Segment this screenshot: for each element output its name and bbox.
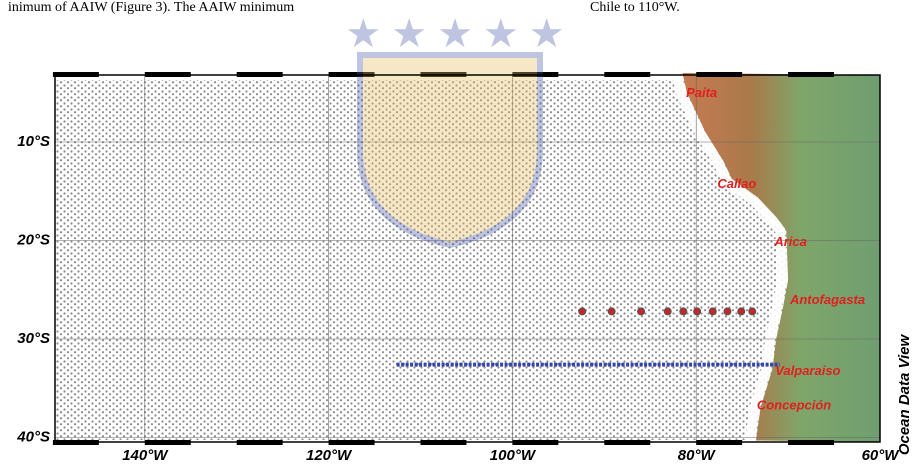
lon-label: 140°W: [122, 447, 169, 464]
figure: inimum of AAIW (Figure 3). The AAIW mini…: [0, 0, 915, 468]
header-text: inimum of AAIW (Figure 3). The AAIW mini…: [8, 0, 294, 15]
lon-label: 120°W: [306, 447, 353, 464]
credit: Ocean Data View: [896, 334, 913, 456]
svg-text:★ ★ ★ ★ ★: ★ ★ ★ ★ ★: [345, 11, 564, 56]
red-station: [680, 308, 687, 315]
red-station: [749, 308, 756, 315]
red-station: [579, 308, 586, 315]
place-label: Antofagasta: [789, 292, 865, 307]
lon-label: 100°W: [490, 447, 537, 464]
red-station: [738, 308, 745, 315]
lat-label: 20°S: [16, 231, 50, 248]
lon-label: 80°W: [678, 447, 717, 464]
lon-label: 60°W: [862, 447, 901, 464]
red-station: [694, 308, 701, 315]
place-label: Concepción: [757, 397, 831, 412]
header-text: Chile to 110°W.: [590, 0, 680, 15]
red-station: [709, 308, 716, 315]
lat-label: 10°S: [17, 133, 50, 150]
red-station: [664, 308, 671, 315]
lat-label: 30°S: [17, 330, 50, 347]
place-label: Arica: [773, 234, 807, 249]
red-station: [608, 308, 615, 315]
lat-label: 40°S: [16, 428, 50, 445]
place-label: Valparaiso: [775, 363, 840, 378]
place-label: Callao: [717, 176, 756, 191]
red-station: [724, 308, 731, 315]
page: inimum of AAIW (Figure 3). The AAIW mini…: [0, 0, 915, 473]
place-label: Paita: [686, 85, 717, 100]
red-station: [638, 308, 645, 315]
